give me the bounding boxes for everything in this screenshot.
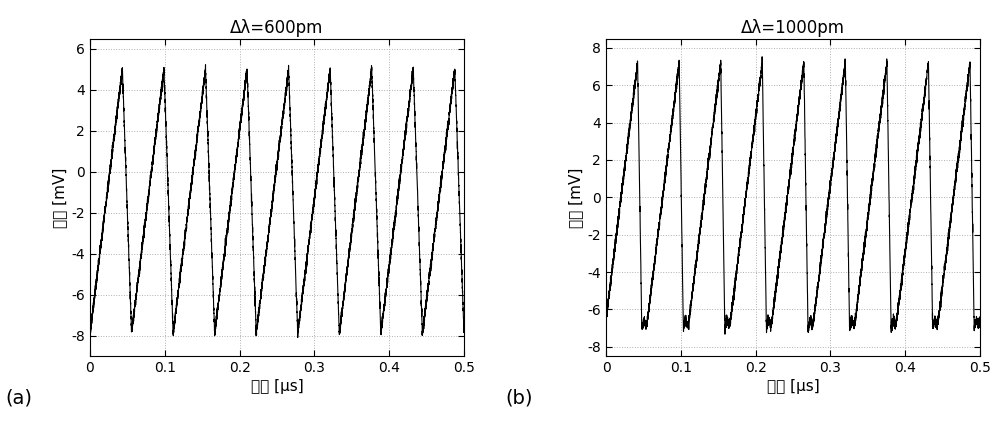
X-axis label: 时间 [μs]: 时间 [μs] [251,379,303,394]
X-axis label: 时间 [μs]: 时间 [μs] [767,379,819,394]
Title: Δλ=600pm: Δλ=600pm [230,19,324,37]
Text: (a): (a) [5,388,32,407]
Y-axis label: 幅度 [mV]: 幅度 [mV] [52,167,67,227]
Title: Δλ=1000pm: Δλ=1000pm [741,19,845,37]
Text: (b): (b) [505,388,532,407]
Y-axis label: 幅度 [mV]: 幅度 [mV] [568,167,583,227]
